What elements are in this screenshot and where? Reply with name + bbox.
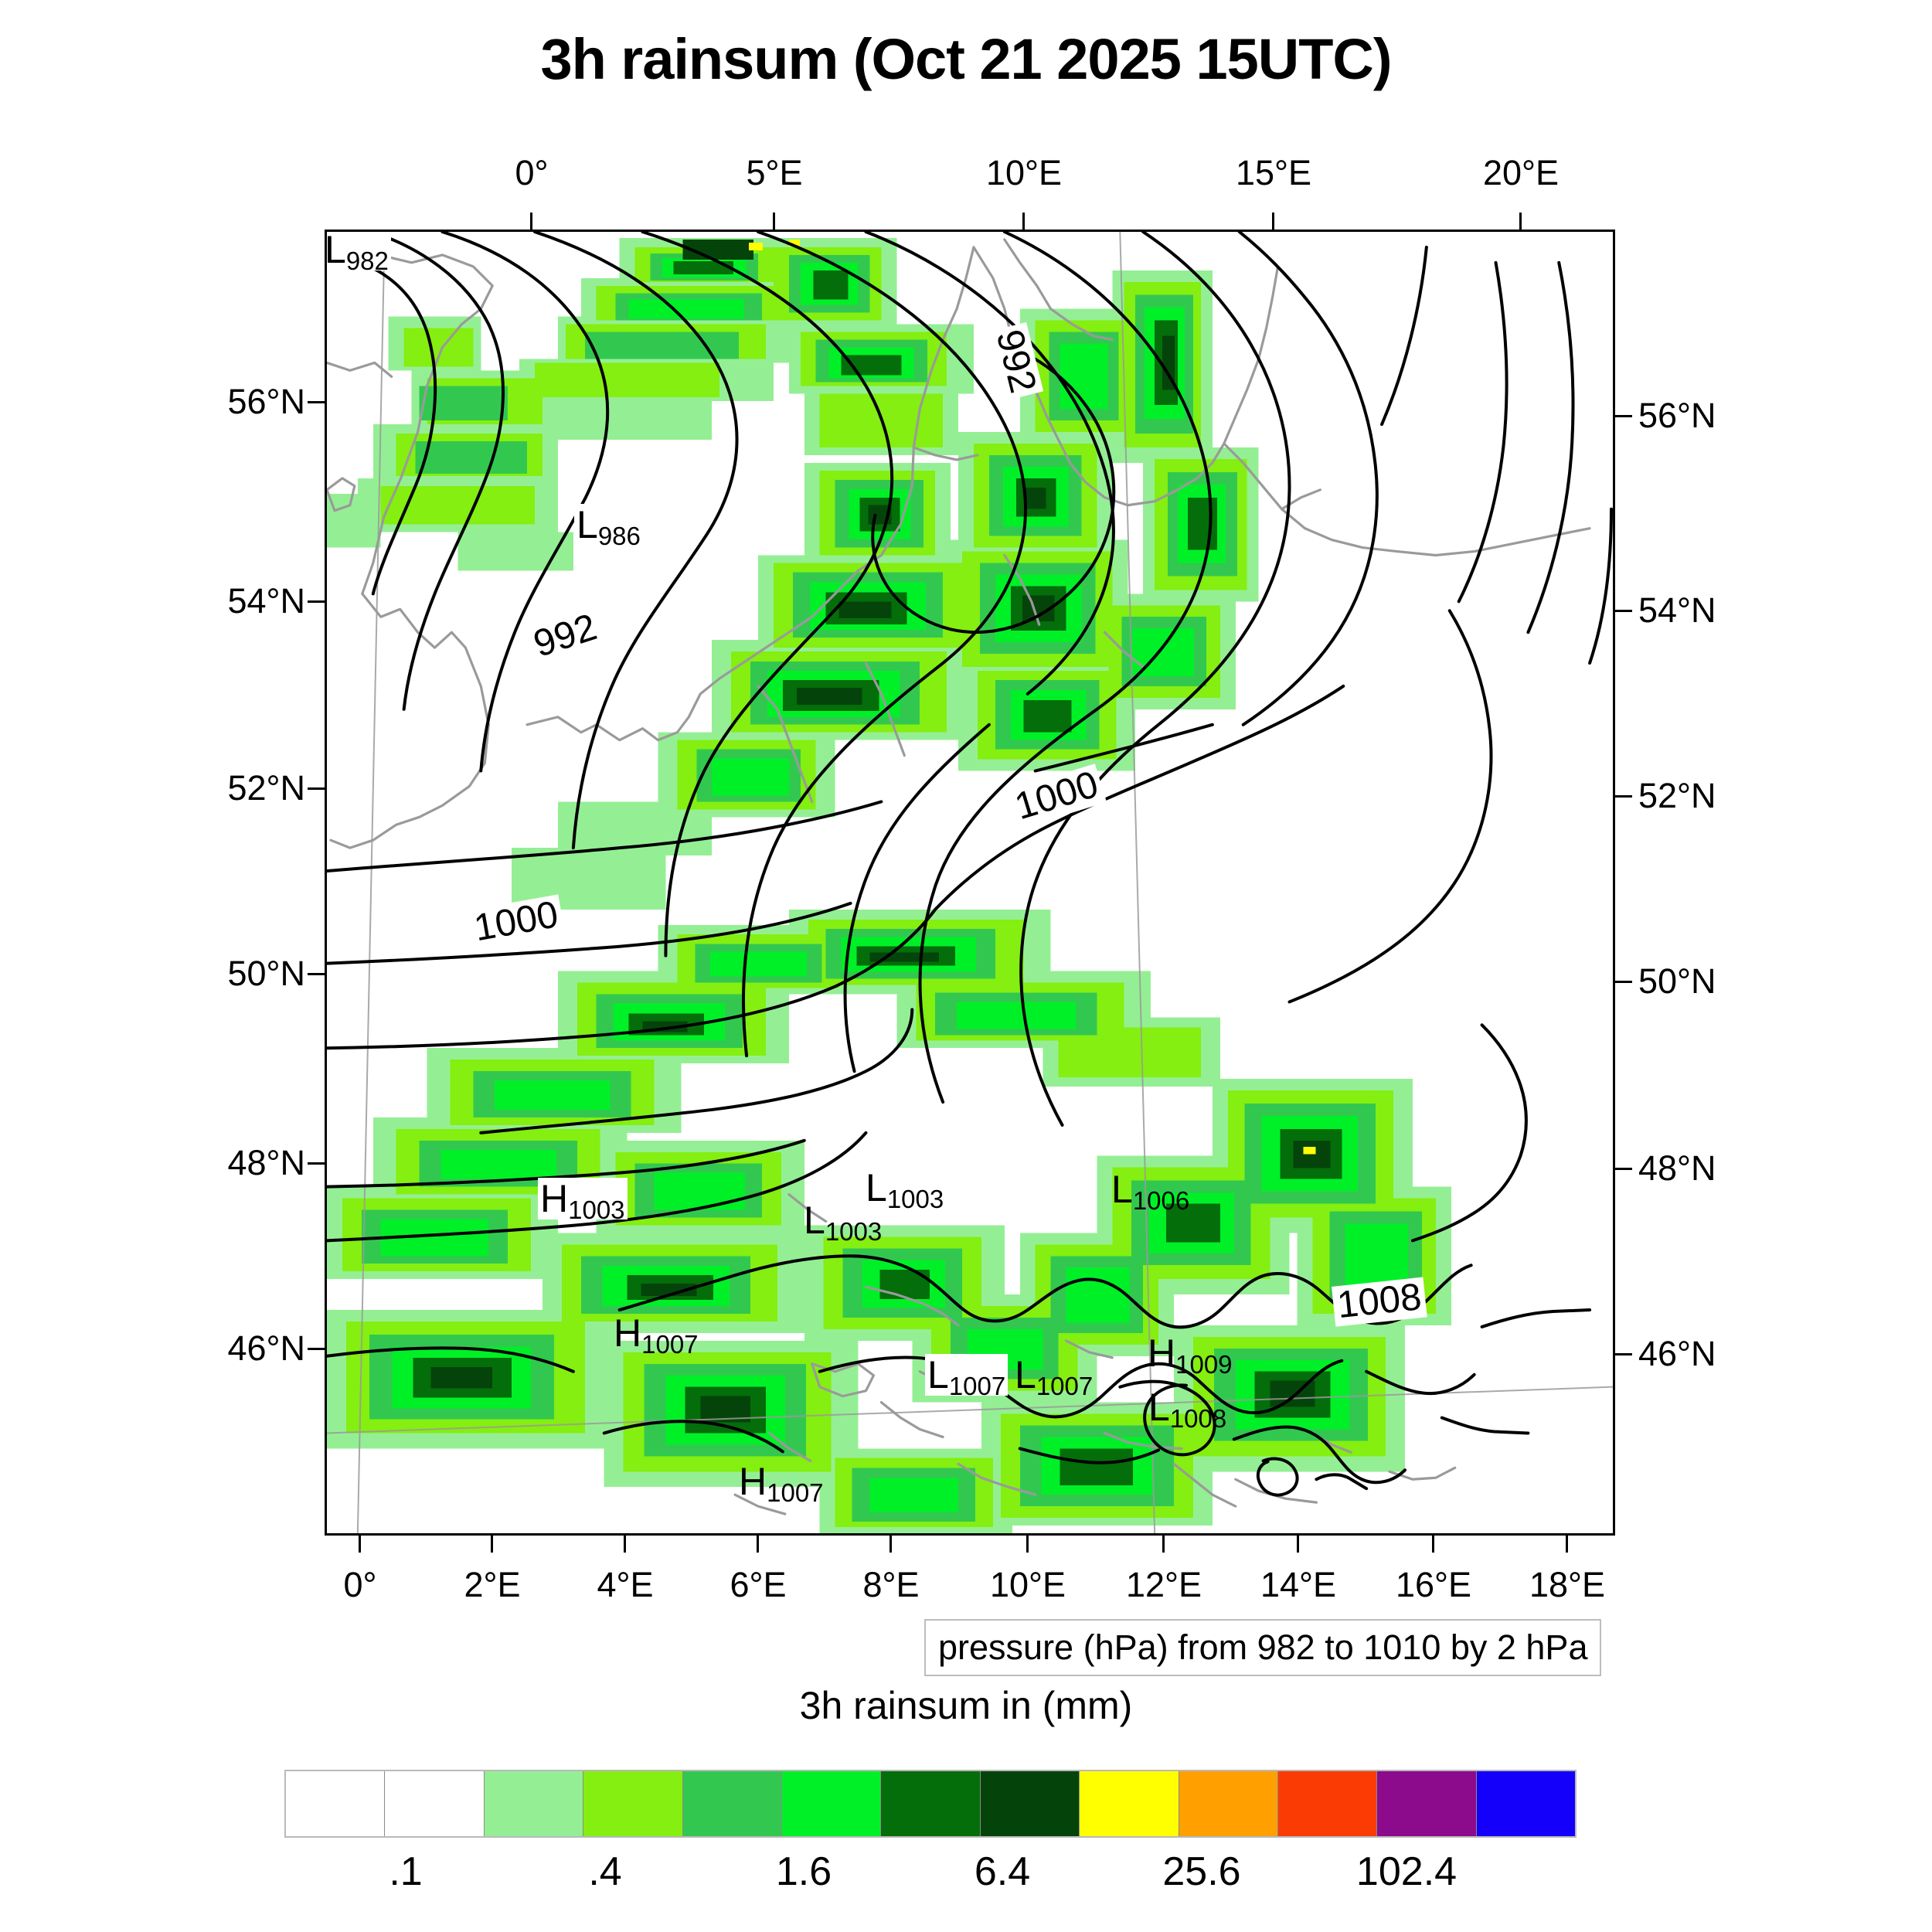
colorbar-tick-4: 25.6: [1162, 1849, 1241, 1894]
tickmark-top-3: [1272, 213, 1274, 230]
tickmark-top-2: [1022, 213, 1025, 230]
colorbar-cell-7: [980, 1771, 1080, 1836]
colorbar-cell-3: [583, 1771, 683, 1836]
axis-tick-top-4: 20°E: [1482, 153, 1560, 192]
tickmark-left-1: [308, 600, 325, 603]
axis-tick-bottom-0: 0°: [343, 1565, 377, 1604]
axis-tick-bottom-7: 14°E: [1260, 1565, 1337, 1604]
colorbar-cell-10: [1277, 1771, 1378, 1836]
axis-tick-top-0: 0°: [515, 153, 549, 192]
tickmark-bottom-8: [1432, 1536, 1434, 1553]
axis-tick-right-0: 56°N: [1638, 396, 1716, 435]
axis-tick-bottom-5: 10°E: [989, 1565, 1066, 1604]
axis-tick-left-3: 50°N: [227, 954, 305, 993]
pressure-label-L1003-a: L1003: [804, 1199, 883, 1246]
axis-tick-left-1: 54°N: [227, 581, 305, 621]
axis-tick-left-0: 56°N: [227, 382, 305, 421]
axis-tick-left-4: 48°N: [227, 1143, 305, 1182]
axis-tick-right-1: 54°N: [1638, 590, 1716, 630]
tickmark-bottom-7: [1297, 1536, 1299, 1553]
tickmark-right-3: [1615, 981, 1632, 983]
tickmark-top-0: [530, 213, 532, 230]
axis-tick-bottom-9: 18°E: [1529, 1565, 1606, 1604]
tickmark-top-1: [773, 213, 775, 230]
pressure-label-L1007-b: L1007: [1015, 1353, 1094, 1400]
axis-tick-top-1: 5°E: [746, 153, 803, 192]
pressure-label-L986: L986: [574, 504, 643, 549]
colorbar-tick-1: .4: [588, 1849, 622, 1894]
tickmark-right-2: [1615, 795, 1632, 798]
axis-tick-top-3: 15°E: [1235, 153, 1312, 192]
axis-tick-bottom-1: 2°E: [464, 1565, 521, 1604]
colorbar-cell-0: [286, 1771, 386, 1836]
tickmark-bottom-5: [1026, 1536, 1029, 1553]
colorbar-cell-8: [1080, 1771, 1179, 1836]
pressure-label-L1006: L1006: [1111, 1168, 1190, 1215]
axis-tick-right-2: 52°N: [1638, 776, 1716, 815]
tickmark-bottom-4: [889, 1536, 892, 1553]
map-panel[interactable]: L982 L986 H1003 L1003 L1003 L1006 H1007 …: [325, 230, 1615, 1536]
colorbar-cell-2: [484, 1771, 584, 1836]
colorbar-cell-5: [781, 1771, 882, 1836]
tickmark-bottom-9: [1566, 1536, 1568, 1553]
tickmark-right-1: [1615, 610, 1632, 612]
tickmark-left-0: [308, 401, 325, 403]
colorbar-cell-6: [881, 1771, 981, 1836]
tickmark-left-2: [308, 787, 325, 790]
tickmark-bottom-1: [491, 1536, 493, 1553]
pressure-label-H1007-a: H1007: [614, 1311, 699, 1359]
colorbar-cell-4: [682, 1771, 782, 1836]
axis-tick-top-2: 10°E: [985, 153, 1063, 192]
pressure-label-L1007-a: L1007: [925, 1354, 1009, 1399]
axis-tick-bottom-8: 16°E: [1395, 1565, 1472, 1604]
weather-map-canvas: [327, 232, 1613, 1533]
axis-tick-bottom-2: 4°E: [597, 1565, 654, 1604]
tickmark-bottom-0: [359, 1536, 361, 1553]
colorbar[interactable]: [284, 1770, 1577, 1838]
colorbar-tick-3: 6.4: [974, 1849, 1031, 1894]
pressure-label-H1003: H1003: [538, 1178, 628, 1223]
colorbar-tick-5: 102.4: [1355, 1849, 1458, 1894]
tickmark-right-0: [1615, 415, 1632, 417]
colorbar-cell-12: [1476, 1771, 1576, 1836]
pressure-label-H1007-b: H1007: [739, 1460, 824, 1507]
tickmark-left-5: [308, 1348, 325, 1350]
colorbar-cell-1: [385, 1771, 485, 1836]
tickmark-right-4: [1615, 1168, 1632, 1170]
axis-tick-bottom-3: 6°E: [730, 1565, 787, 1604]
pressure-label-H1009: H1009: [1148, 1332, 1233, 1379]
colorbar-tick-2: 1.6: [775, 1849, 832, 1894]
page-title: 3h rainsum (Oct 21 2025 15UTC): [540, 27, 1393, 91]
tickmark-bottom-6: [1162, 1536, 1165, 1553]
colorbar-title: 3h rainsum in (mm): [799, 1684, 1133, 1727]
pressure-label-L1008: L1008: [1148, 1386, 1227, 1433]
colorbar-cell-9: [1179, 1771, 1278, 1836]
axis-tick-left-2: 52°N: [227, 768, 305, 808]
colorbar-tick-0: .1: [389, 1849, 423, 1894]
tickmark-right-5: [1615, 1353, 1632, 1355]
tickmark-left-4: [308, 1162, 325, 1165]
axis-tick-right-4: 48°N: [1638, 1148, 1716, 1188]
axis-tick-right-5: 46°N: [1638, 1334, 1716, 1373]
pressure-legend: pressure (hPa) from 982 to 1010 by 2 hPa: [924, 1619, 1602, 1676]
pressure-label-L982: L982: [327, 232, 391, 274]
axis-tick-bottom-4: 8°E: [862, 1565, 920, 1604]
tickmark-left-3: [308, 973, 325, 975]
axis-tick-right-3: 50°N: [1638, 961, 1716, 1001]
colorbar-cell-11: [1377, 1771, 1477, 1836]
axis-tick-left-5: 46°N: [227, 1328, 305, 1368]
tickmark-bottom-2: [624, 1536, 626, 1553]
axis-tick-bottom-6: 12°E: [1125, 1565, 1202, 1604]
pressure-label-L1003-b: L1003: [866, 1166, 944, 1213]
precipitation-raster: [327, 237, 1451, 1533]
tickmark-bottom-3: [757, 1536, 759, 1553]
tickmark-top-4: [1519, 213, 1522, 230]
isobar-contours: [327, 232, 1613, 1497]
